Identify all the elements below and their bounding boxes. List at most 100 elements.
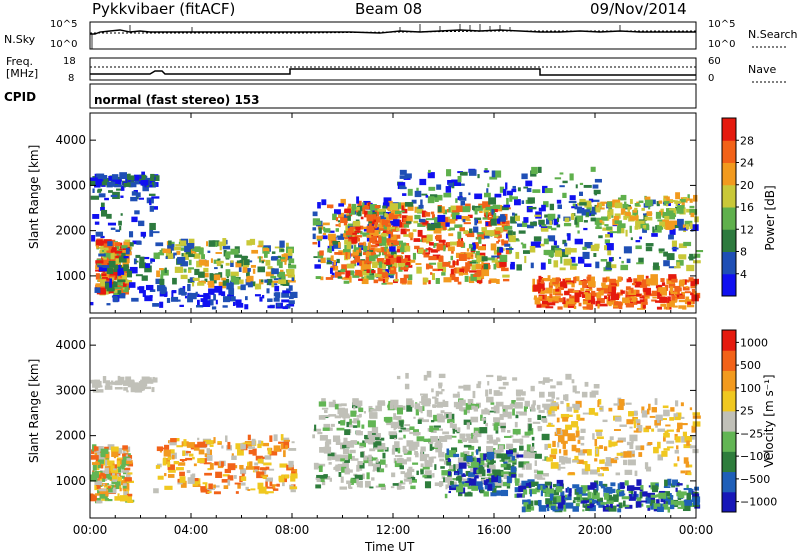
velocity-cell (398, 420, 404, 428)
velocity-cell (600, 483, 608, 487)
power-cell (523, 186, 529, 189)
velocity-cell (349, 420, 356, 424)
velocity-cell (621, 496, 630, 500)
power-cell (612, 199, 621, 205)
velocity-cell (377, 449, 384, 452)
power-cell (91, 235, 96, 242)
power-cell (320, 257, 326, 264)
velocity-cell (639, 489, 643, 492)
power-cell (271, 282, 275, 288)
velocity-cell (594, 446, 600, 450)
power-cell (174, 266, 184, 273)
power-cell (252, 268, 256, 274)
velocity-cell (566, 414, 573, 417)
velocity-cell (438, 373, 446, 379)
velocity-cell (694, 486, 700, 491)
velocity-cell (557, 495, 562, 503)
velocity-cell (177, 478, 180, 483)
power-cell (385, 211, 392, 216)
power-cell (681, 199, 685, 207)
velocity-cell (429, 425, 434, 432)
velocity-cell (610, 458, 618, 464)
nsky-label: N.Sky (4, 33, 36, 46)
power-cell (280, 249, 285, 252)
power-cell (660, 208, 664, 213)
velocity-cell (389, 433, 398, 440)
velocity-colorbar-swatch (722, 330, 736, 351)
velocity-cell (496, 453, 504, 459)
velocity-cell (193, 463, 197, 467)
power-cell (671, 278, 678, 283)
power-cell (235, 261, 242, 268)
power-cell (383, 197, 392, 204)
velocity-cell (639, 491, 643, 499)
power-cell (662, 219, 670, 226)
velocity-cell (523, 449, 529, 453)
power-cell (492, 212, 497, 219)
power-cell (449, 273, 456, 281)
power-cell (434, 199, 439, 202)
velocity-cell (592, 492, 600, 500)
power-cell (215, 241, 218, 247)
velocity-cell (622, 493, 626, 496)
velocity-cell (547, 391, 554, 397)
power-cell (474, 193, 483, 200)
power-cell (270, 256, 277, 261)
power-cell (428, 186, 436, 191)
power-cell (361, 278, 369, 285)
velocity-cell (565, 373, 572, 380)
velocity-cell (334, 415, 342, 419)
velocity-cell (511, 452, 519, 459)
velocity-cell (371, 436, 376, 443)
velocity-cell (633, 486, 642, 491)
power-cell (541, 304, 550, 308)
power-cell (110, 257, 116, 261)
power-cell (312, 233, 316, 240)
power-cell (366, 225, 374, 233)
power-cell (595, 206, 601, 213)
velocity-cell (420, 393, 425, 396)
velocity-cell (430, 428, 437, 433)
power-cell (463, 222, 471, 225)
velocity-cell (276, 483, 280, 487)
power-cell (200, 298, 208, 302)
velocity-cell (146, 377, 149, 382)
velocity-cell (333, 466, 339, 470)
power-cell (467, 257, 470, 260)
velocity-cell (606, 500, 614, 504)
power-cell (330, 275, 335, 278)
power-cell (657, 291, 663, 297)
velocity-colorbar-tick-label: −1000 (740, 496, 777, 509)
velocity-cell (623, 500, 626, 507)
power-cell (651, 299, 657, 302)
velocity-cell (217, 441, 222, 445)
velocity-cell (647, 505, 651, 511)
power-cell (589, 295, 595, 303)
velocity-cell (669, 504, 675, 510)
power-cell (222, 278, 230, 286)
power-cell (563, 300, 571, 308)
velocity-cell (503, 453, 511, 460)
power-cell (477, 174, 480, 179)
power-cell (643, 225, 650, 231)
power-cell (403, 224, 409, 228)
power-cell (326, 259, 333, 263)
power-cell (365, 257, 372, 264)
power-cell (404, 262, 411, 266)
velocity-cell (458, 468, 463, 475)
power-cell (607, 218, 610, 221)
power-cell (361, 260, 365, 267)
velocity-cell (371, 477, 375, 481)
velocity-cell (463, 419, 472, 425)
power-cell (662, 200, 666, 205)
power-cell (521, 173, 528, 180)
velocity-cell (447, 450, 456, 458)
velocity-cell (340, 403, 347, 407)
velocity-cell (604, 462, 612, 467)
power-cell (385, 282, 393, 285)
power-cell (522, 221, 528, 228)
velocity-cell (489, 464, 496, 469)
power-cell (138, 220, 145, 227)
power-cell (580, 287, 585, 292)
velocity-cell (377, 400, 385, 406)
